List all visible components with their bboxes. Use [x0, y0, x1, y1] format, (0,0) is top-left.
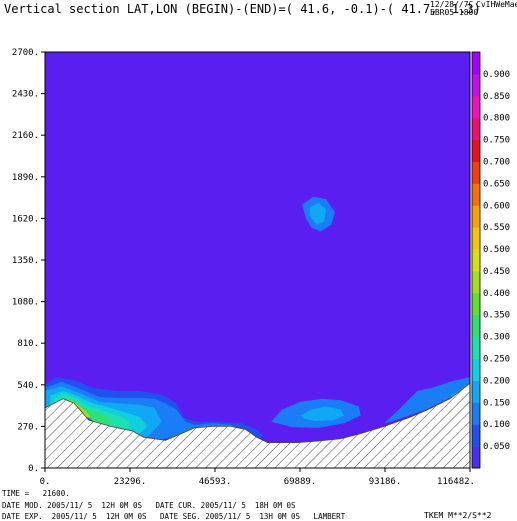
y-tick-label: 1350.: [12, 256, 39, 266]
colorbar-swatch-14: [472, 139, 480, 162]
colorbar-swatch-4: [472, 358, 480, 381]
x-tick-label: 93186.: [369, 477, 402, 487]
colorbar-label: 0.600: [483, 201, 510, 211]
header-run: CvIHWeMae: [476, 0, 517, 9]
colorbar-label: 0.750: [483, 136, 510, 146]
colorbar-label: 0.250: [483, 355, 510, 365]
colorbar-label: 0.450: [483, 267, 510, 277]
colorbar-swatch-10: [472, 227, 480, 250]
contour-10: [309, 203, 326, 225]
x-axis: 0. 23296. 46593. 69889. 93186. 116482.: [40, 468, 475, 487]
header-date: 12/28//7C: [430, 0, 474, 9]
colorbar-label: 0.300: [483, 333, 510, 343]
footer-time: TIME = 21600.: [2, 489, 70, 498]
y-tick-label: 1080.: [12, 298, 39, 308]
colorbar-label: 0.900: [483, 70, 510, 80]
contour-13: [384, 377, 470, 424]
colorbar-label: 0.650: [483, 179, 510, 189]
colorbar-swatch-12: [472, 183, 480, 206]
y-tick-label: 1620.: [12, 214, 39, 224]
colorbar-swatch-8: [472, 270, 480, 294]
header-model: EBR05 1800: [430, 8, 479, 17]
y-tick-label: 540.: [17, 381, 39, 391]
colorbar-swatch-15: [472, 117, 480, 141]
y-tick-label: 270.: [17, 422, 39, 432]
colorbar-swatch-0: [472, 446, 480, 469]
y-tick-label: 2160.: [12, 131, 39, 141]
colorbar-label: 0.500: [483, 245, 510, 255]
y-axis: 0. 270. 540. 810. 1080. 1350. 1620. 1890. 2160. 2…: [12, 48, 45, 474]
colorbar-label: 0.100: [483, 420, 510, 430]
x-tick-label: 46593.: [199, 477, 232, 487]
y-tick-label: 0.: [28, 464, 39, 474]
colorbar-swatch-9: [472, 249, 480, 272]
colorbar-swatch-5: [472, 336, 480, 360]
x-tick-label: 0.: [40, 477, 51, 487]
colorbar-swatch-1: [472, 424, 480, 447]
x-tick-label: 116482.: [437, 477, 475, 487]
colorbar-swatch-17: [472, 73, 480, 97]
y-tick-label: 1890.: [12, 173, 39, 183]
x-tick-label: 23296.: [114, 477, 147, 487]
colorbar-swatch-2: [472, 402, 480, 425]
footer-dates-line1: DATE MOD. 2005/11/ 5 12H 0M 0S DATE CUR.…: [2, 501, 296, 510]
terrain-hatch: [44, 382, 471, 469]
colorbar-label: 0.800: [483, 114, 510, 124]
colorbar-swatch-7: [472, 292, 480, 316]
colorbar-label: 0.350: [483, 311, 510, 321]
colorbar-label: 0.400: [483, 289, 510, 299]
colorbar-swatch-11: [472, 205, 480, 228]
colorbar-label: 0.150: [483, 398, 510, 408]
colorbar-swatch-3: [472, 380, 480, 403]
colorbar-label: 0.050: [483, 442, 510, 452]
field-name: TKEM M**2/S**2: [424, 511, 492, 520]
colorbar-label: 0.200: [483, 376, 510, 386]
contour-12: [300, 406, 345, 421]
colorbar-label: 0.550: [483, 223, 510, 233]
colorbar-frame: [471, 51, 481, 469]
contour-fill-layer: [45, 196, 470, 441]
colorbar-label: 0.850: [483, 92, 510, 102]
colorbar-swatch-18: [472, 52, 480, 75]
colorbar: 0.050 0.100 0.150 0.200 0.250 0.300 0.350 0.400…: [471, 51, 510, 469]
footer-dates-line2: DATE EXP. 2005/11/ 5 12H 0M 0S DATE SEG.…: [2, 512, 346, 521]
x-tick-label: 69889.: [284, 477, 317, 487]
colorbar-swatch-6: [472, 314, 480, 338]
colorbar-swatch-16: [472, 95, 480, 119]
colorbar-label: 0.700: [483, 157, 510, 167]
colorbar-swatch-13: [472, 161, 480, 184]
y-tick-label: 2430.: [12, 90, 39, 100]
y-tick-label: 810.: [17, 339, 39, 349]
chart-title: Vertical section LAT,LON (BEGIN)-(END)=(…: [4, 2, 481, 16]
y-tick-label: 2700.: [12, 48, 39, 58]
